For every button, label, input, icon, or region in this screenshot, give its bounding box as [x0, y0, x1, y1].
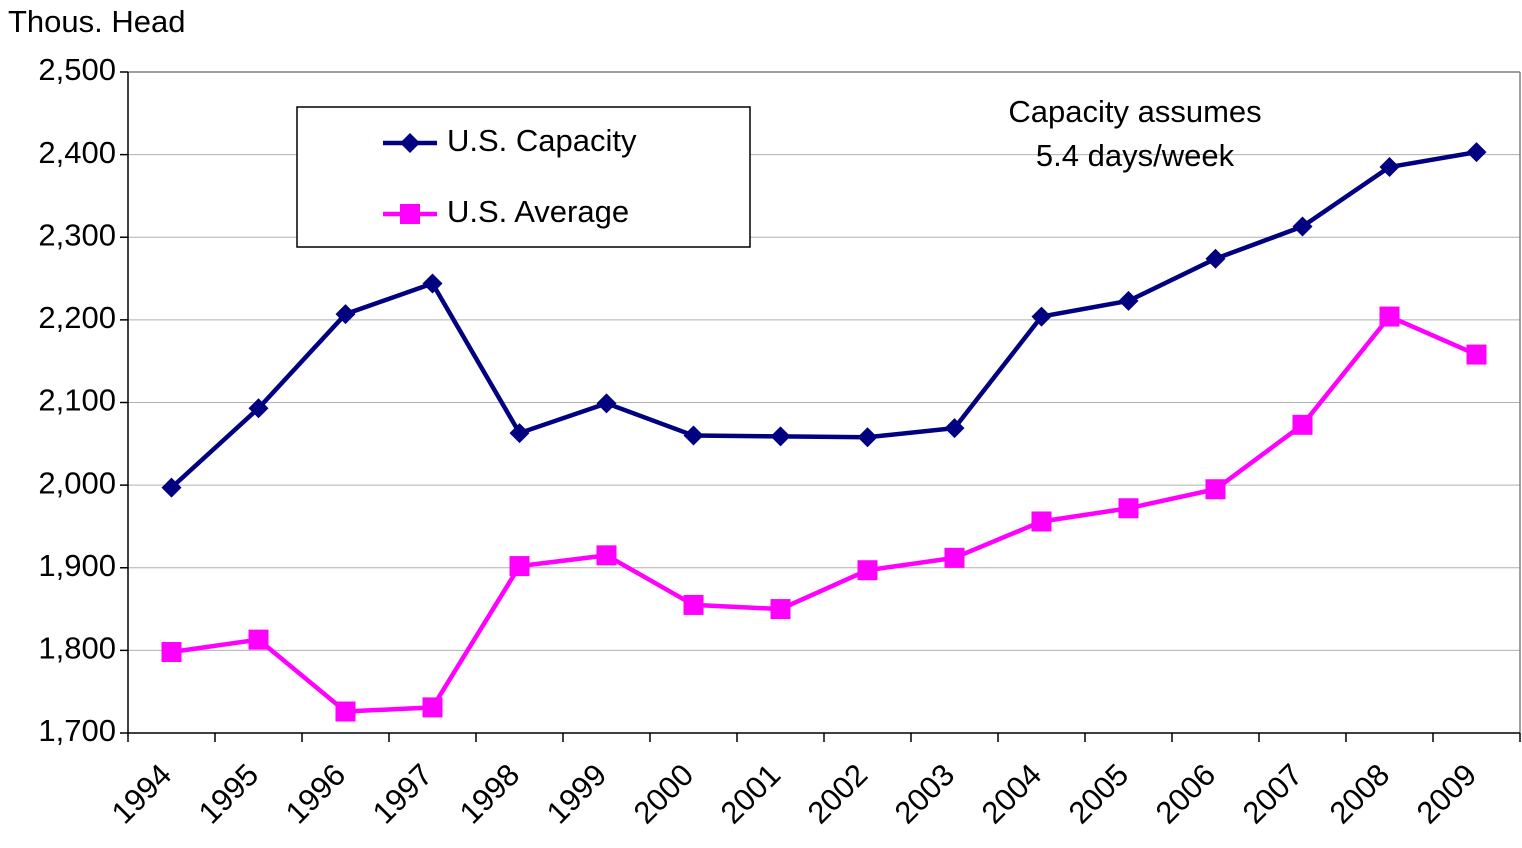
x-tick-label: 1996: [279, 757, 353, 831]
series-line: [169, 149, 1477, 490]
marker: [683, 594, 704, 615]
y-tick-label: 1,900: [38, 548, 116, 583]
y-axis-label: Thous. Head: [8, 4, 186, 39]
x-tick-label: 2007: [1236, 757, 1310, 831]
legend-box: [296, 106, 751, 248]
marker: [1379, 157, 1400, 178]
marker: [1292, 216, 1313, 237]
marker: [1466, 142, 1487, 163]
y-tick-label: 2,000: [38, 465, 116, 500]
y-tick-label: 1,800: [38, 631, 116, 666]
marker: [1292, 414, 1313, 435]
x-tick-label: 2005: [1062, 757, 1136, 831]
marker: [1031, 306, 1052, 327]
y-tick-label: 2,200: [38, 300, 116, 335]
annotation: 5.4 days/week: [1036, 138, 1235, 173]
marker: [1205, 248, 1226, 269]
x-tick-label: 2001: [714, 757, 788, 831]
marker: [400, 204, 420, 224]
marker: [770, 599, 791, 620]
x-tick-label: 1994: [105, 757, 179, 831]
marker: [335, 701, 356, 722]
marker: [161, 642, 182, 663]
marker: [1379, 306, 1400, 327]
marker: [248, 398, 269, 419]
y-tick-label: 2,300: [38, 217, 116, 252]
marker: [944, 547, 965, 568]
legend-label: U.S. Capacity: [447, 123, 637, 158]
marker: [596, 393, 617, 414]
x-tick-label: 1995: [192, 757, 266, 831]
x-tick-label: 2008: [1323, 757, 1397, 831]
marker: [857, 560, 878, 581]
marker: [161, 477, 182, 498]
x-tick-label: 1999: [540, 757, 614, 831]
y-tick-label: 2,500: [38, 52, 116, 87]
marker: [509, 556, 530, 577]
marker: [770, 426, 791, 447]
marker: [683, 425, 704, 446]
annotation: Capacity assumes: [1008, 94, 1261, 129]
legend: U.S. Capacity U.S. Average: [296, 106, 751, 248]
x-tick-label: 2002: [801, 757, 875, 831]
x-tick-label: 2000: [627, 757, 701, 831]
y-tick-label: 2,400: [38, 135, 116, 170]
marker: [944, 418, 965, 439]
series-line: [171, 313, 1478, 714]
marker: [422, 697, 443, 718]
x-tick-label: 2004: [975, 757, 1049, 831]
y-tick-label: 2,100: [38, 383, 116, 418]
marker: [857, 427, 878, 448]
x-tick-label: 2003: [888, 757, 962, 831]
x-tick-label: 1997: [366, 757, 440, 831]
marker: [1466, 344, 1487, 365]
marker: [422, 273, 443, 294]
marker: [248, 629, 269, 650]
x-tick-label: 2009: [1410, 757, 1484, 831]
x-tick-label: 1998: [453, 757, 527, 831]
marker: [335, 304, 356, 325]
marker: [1118, 498, 1139, 519]
y-tick-label: 1,700: [38, 713, 116, 748]
marker: [400, 133, 420, 153]
marker: [1118, 290, 1139, 311]
x-tick-label: 2006: [1149, 757, 1223, 831]
marker: [596, 545, 617, 566]
legend-label: U.S. Average: [447, 194, 629, 229]
marker: [1205, 479, 1226, 500]
marker: [509, 423, 530, 444]
marker: [1031, 511, 1052, 532]
